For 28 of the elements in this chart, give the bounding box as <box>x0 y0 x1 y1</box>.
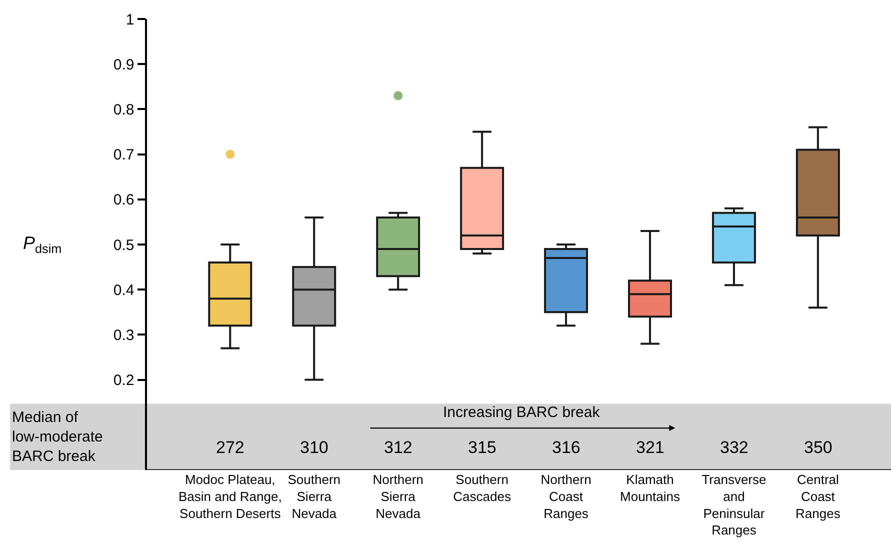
y-tick-label: 0.3 <box>113 326 134 344</box>
y-tick-label: 0.2 <box>113 372 134 390</box>
y-tick-label: 0.9 <box>113 56 134 74</box>
x-tick-label: Modoc Plateau, Basin and Range, Southern Deserts <box>178 472 282 521</box>
y-axis-title: P$_{dsim}$ <box>23 233 62 256</box>
annotation: 312 <box>384 438 412 457</box>
y-tick-label: 1 <box>126 11 134 28</box>
x-tick-label: Transverse and Peninsular Ranges <box>702 472 766 538</box>
y-tick-label: 0.7 <box>113 146 134 164</box>
annotation: 310 <box>300 438 328 457</box>
annotation: 315 <box>468 438 496 457</box>
x-tick-label: Southern Sierra Nevada <box>288 472 340 521</box>
annotation: 321 <box>636 438 664 457</box>
y-tick-label: 0.6 <box>113 192 134 209</box>
y-tick-label: 0.8 <box>113 101 134 118</box>
x-tick-label: Northern Sierra Nevada <box>372 472 424 521</box>
x-tick-label: Northern Coast Ranges <box>540 472 592 521</box>
annotation: 316 <box>552 438 580 457</box>
annotation: 350 <box>804 438 832 457</box>
x-tick-label: Klamath Mountains <box>620 472 680 504</box>
annotation: Increasing BARC break <box>443 404 600 421</box>
y-tick-label: 0.5 <box>113 236 134 254</box>
y-tick-label: 0.4 <box>113 282 134 299</box>
text: Median of low-moderate BARC break <box>12 409 103 465</box>
x-tick-label: Southern Cascades <box>453 472 512 504</box>
annotation: 272 <box>216 438 244 457</box>
x-tick-label: Central Coast Ranges <box>796 472 841 521</box>
annotation: 332 <box>720 438 748 457</box>
